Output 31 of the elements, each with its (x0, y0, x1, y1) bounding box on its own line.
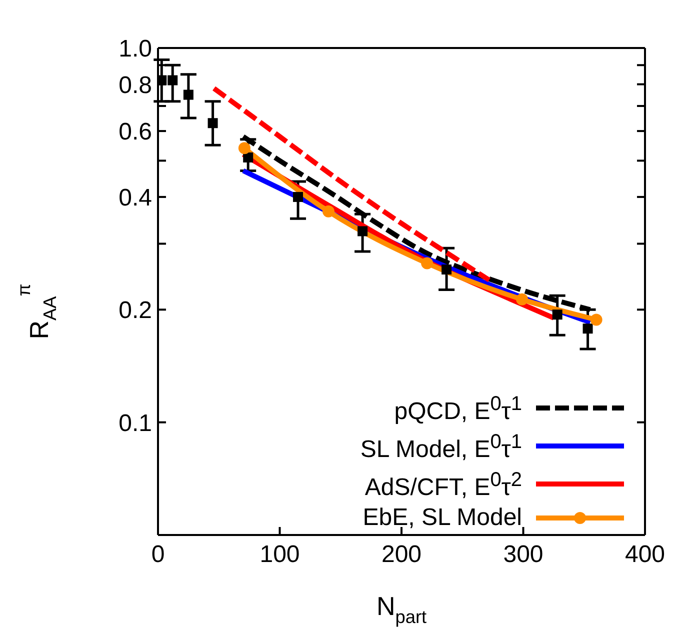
point (552, 310, 562, 320)
point (208, 118, 218, 128)
point (590, 314, 602, 326)
legend-label: pQCD, E$^{0}$τ$^{1}$ (394, 392, 522, 427)
point (358, 226, 368, 236)
point (421, 257, 434, 270)
point (243, 152, 254, 162)
point (322, 205, 334, 218)
x-tick-label: 400 (624, 541, 666, 568)
x-tick-label: 100 (260, 541, 300, 568)
y-tick-label: 0.1 (118, 410, 152, 437)
y-tick-label: 0.8 (118, 72, 152, 99)
point (168, 75, 178, 86)
point (158, 75, 167, 86)
legend-label: SL Model, E$^{0}$τ$^{1}$ (360, 430, 522, 465)
point (238, 142, 250, 154)
y-tick-label: 0.4 (118, 184, 152, 212)
legend-label: AdS/CFT, E$^{0}$τ$^{2}$ (364, 468, 522, 503)
point (516, 293, 528, 306)
point (582, 324, 593, 334)
y-tick-label: 0.6 (118, 118, 152, 146)
x-tick-label: 0 (151, 541, 165, 568)
x-tick-label: 300 (503, 541, 544, 568)
x-tick-label: 200 (381, 541, 422, 568)
y-tick-label: 1.0 (118, 36, 152, 63)
x-axis-title: N$_{part}$ (376, 591, 427, 627)
point (293, 192, 304, 202)
legend-label: EbE, SL Model (362, 503, 522, 533)
point (442, 264, 452, 275)
y-tick-label: 0.2 (118, 297, 152, 324)
point (183, 90, 194, 100)
